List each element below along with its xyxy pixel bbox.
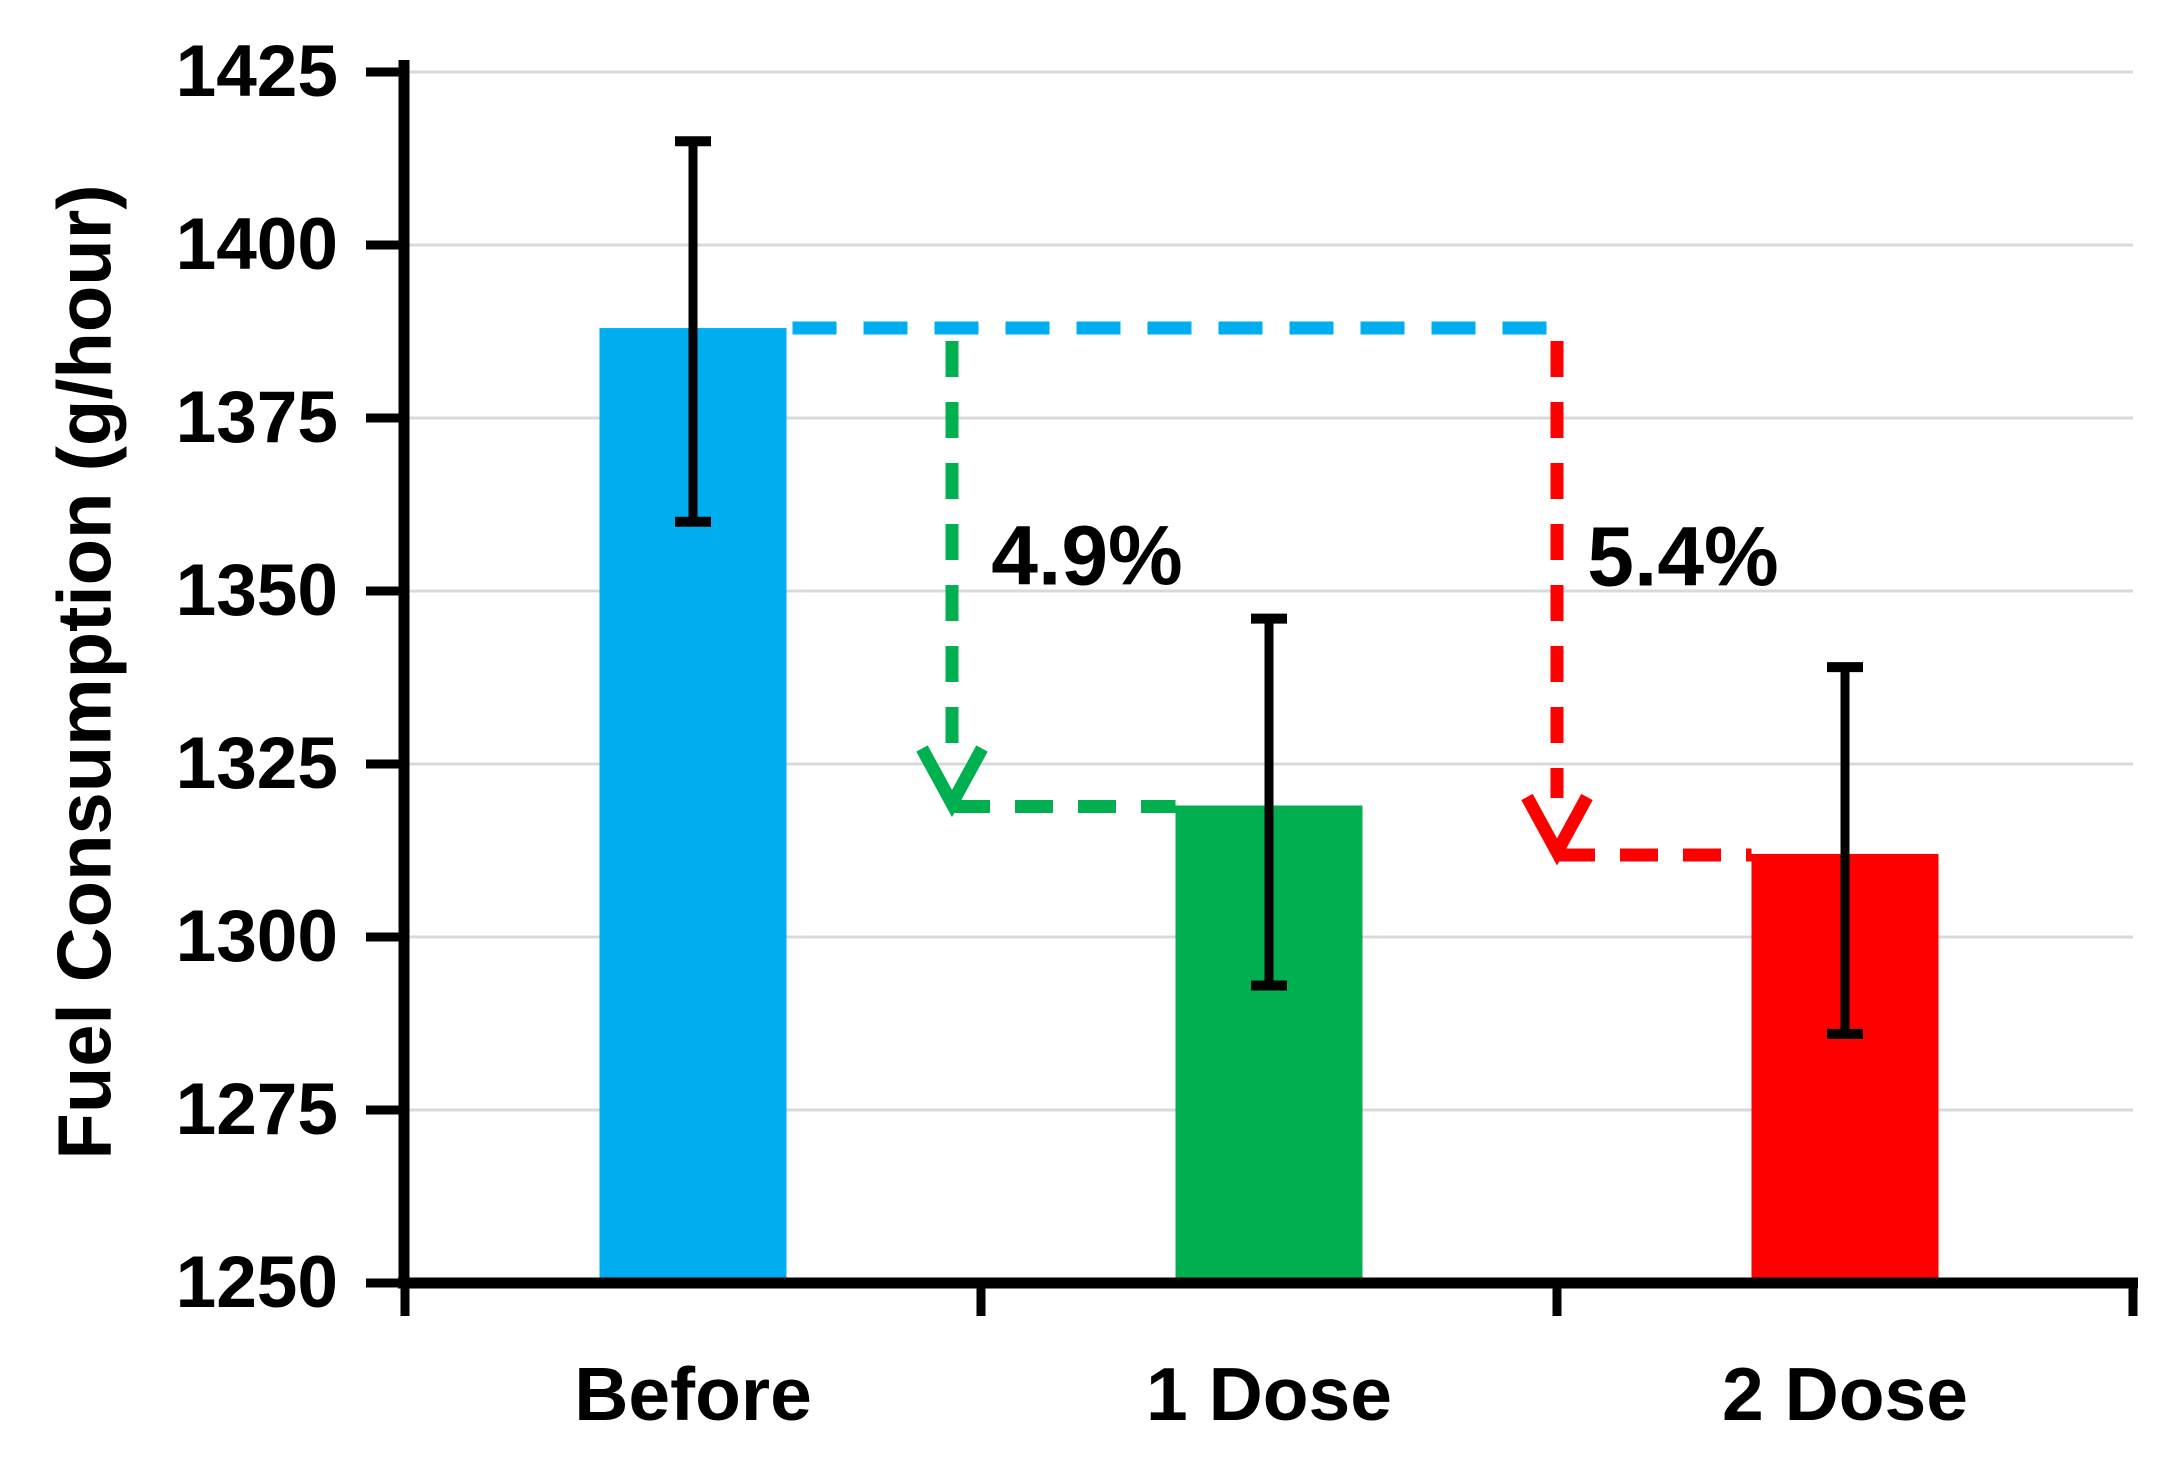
annotation-label-4-9-: 4.9% bbox=[991, 508, 1183, 603]
y-tick-label-1400: 1400 bbox=[175, 204, 338, 285]
y-tick-label-1375: 1375 bbox=[175, 377, 338, 458]
y-tick-label-1250: 1250 bbox=[175, 1242, 338, 1323]
y-tick-label-1300: 1300 bbox=[175, 896, 338, 977]
x-tick-label-before: Before bbox=[574, 1352, 812, 1436]
x-tick-label-1-dose: 1 Dose bbox=[1146, 1352, 1392, 1436]
y-tick-label-1350: 1350 bbox=[175, 550, 338, 631]
y-tick-label-1425: 1425 bbox=[175, 31, 338, 112]
y-tick-label-1275: 1275 bbox=[175, 1069, 338, 1150]
y-tick-label-1325: 1325 bbox=[175, 723, 338, 804]
annotation-arrowhead-4-9- bbox=[916, 745, 988, 818]
annotation-label-5-4-: 5.4% bbox=[1587, 509, 1779, 604]
annotation-arrowhead-5-4- bbox=[1521, 793, 1593, 866]
x-tick-label-2-dose: 2 Dose bbox=[1722, 1352, 1968, 1436]
